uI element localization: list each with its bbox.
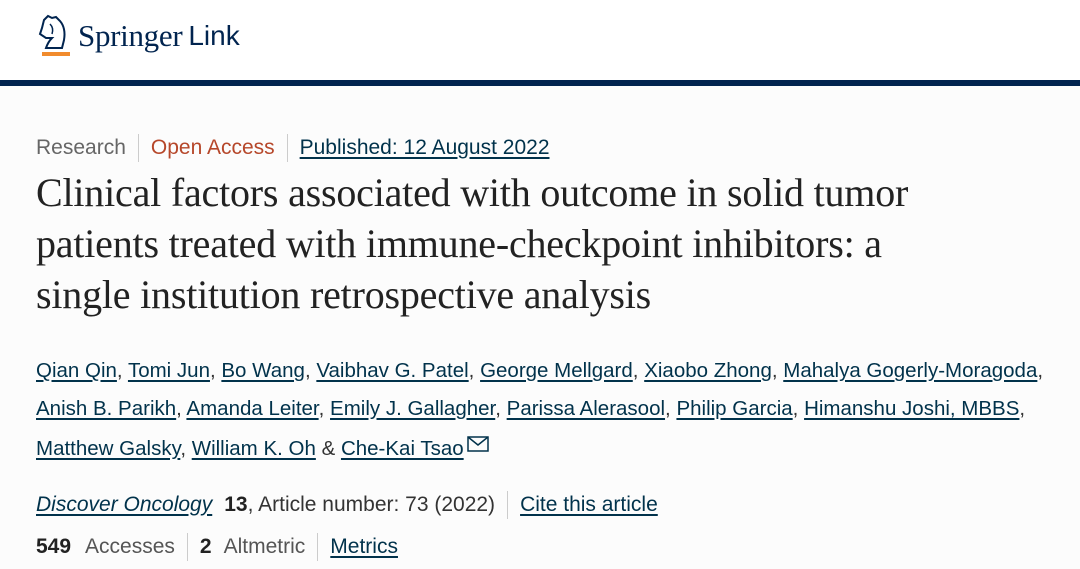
author-link[interactable]: Che-Kai Tsao bbox=[340, 437, 464, 460]
author-link[interactable]: Parissa Alerasool bbox=[506, 396, 666, 420]
author-separator: , bbox=[209, 359, 222, 382]
author-link[interactable]: Amanda Leiter bbox=[186, 396, 319, 420]
email-icon[interactable] bbox=[466, 427, 489, 465]
journal-name: Discover Oncology bbox=[36, 492, 213, 516]
divider bbox=[286, 134, 288, 162]
open-access-label: Open Access bbox=[150, 136, 275, 159]
author-separator: , bbox=[1037, 359, 1044, 382]
author-separator: , bbox=[304, 359, 317, 382]
title-line: Clinical factors associated with outcome… bbox=[36, 170, 909, 215]
volume-info: 13, Article number: 73 (2022) bbox=[224, 493, 495, 517]
author-link[interactable]: Vaibhav G. Patel bbox=[316, 359, 469, 382]
author-link[interactable]: William K. Oh bbox=[191, 437, 316, 460]
journal-link[interactable]: Discover Oncology bbox=[36, 493, 212, 517]
author-link[interactable]: Emily J. Gallagher bbox=[330, 396, 496, 420]
logo-text: Springer bbox=[78, 18, 183, 53]
horse-head-logo-icon bbox=[38, 14, 70, 56]
springer-link-logo[interactable]: Springer Link bbox=[36, 14, 240, 58]
cite-article-link[interactable]: Cite this article bbox=[520, 492, 658, 516]
accesses-label: Accesses bbox=[85, 534, 175, 558]
article-type: Research bbox=[36, 136, 126, 159]
divider bbox=[186, 532, 188, 561]
article-header: Research Open Access Published: 12 Augus… bbox=[0, 133, 1080, 563]
accesses-count: 549 bbox=[36, 534, 72, 558]
article-title: Clinical factors associated with outcome… bbox=[36, 167, 1044, 320]
author-separator: , bbox=[771, 359, 784, 382]
title-line: patients treated with immune-checkpoint … bbox=[36, 221, 882, 266]
journal-info: Discover Oncology 13, Article number: 73… bbox=[36, 488, 1044, 522]
author-link[interactable]: Bo Wang bbox=[221, 359, 305, 382]
volume-number: 13 bbox=[224, 492, 248, 516]
author-link[interactable]: Anish B. Parikh bbox=[36, 396, 177, 420]
author-separator: , bbox=[176, 396, 187, 420]
author-list: Qian Qin, Tomi Jun, Bo Wang, Vaibhav G. … bbox=[36, 352, 1044, 468]
author-link[interactable]: Tomi Jun bbox=[127, 359, 210, 382]
metrics-link[interactable]: Metrics bbox=[330, 534, 398, 558]
author-separator: , bbox=[632, 359, 645, 382]
author-separator: , bbox=[665, 396, 677, 420]
author-link[interactable]: Mahalya Gogerly-Moragoda bbox=[783, 359, 1038, 382]
logo-suffix: Link bbox=[188, 20, 240, 51]
author-link[interactable]: Xiaobo Zhong bbox=[644, 359, 772, 382]
author-link[interactable]: Matthew Galsky bbox=[36, 437, 181, 460]
author-separator: & bbox=[315, 437, 341, 460]
article-meta: Research Open Access Published: 12 Augus… bbox=[36, 133, 1044, 163]
author-link[interactable]: Philip Garcia bbox=[676, 396, 793, 420]
author-separator: , bbox=[792, 396, 805, 420]
author-separator: , bbox=[495, 396, 507, 420]
author-link[interactable]: Qian Qin bbox=[36, 359, 117, 382]
author-separator: , bbox=[180, 437, 192, 460]
author-separator: , bbox=[1019, 396, 1026, 420]
title-line: single institution retrospective analysi… bbox=[36, 272, 652, 317]
altmetric-label: Altmetric bbox=[223, 534, 306, 558]
article-number: , Article number: 73 (2022) bbox=[247, 492, 496, 516]
author-separator: , bbox=[468, 359, 481, 382]
divider bbox=[137, 134, 139, 162]
author-link[interactable]: George Mellgard bbox=[480, 359, 633, 382]
author-link[interactable]: Himanshu Joshi, MBBS bbox=[804, 396, 1020, 420]
divider bbox=[507, 490, 509, 519]
altmetric-count: 2 bbox=[199, 534, 212, 558]
author-separator: , bbox=[318, 396, 331, 420]
divider bbox=[317, 532, 319, 561]
published-date-link[interactable]: Published: 12 August 2022 bbox=[299, 136, 550, 159]
article-metrics: 549 Accesses 2 Altmetric Metrics bbox=[36, 531, 1044, 563]
site-header: Springer Link bbox=[0, 0, 1080, 86]
author-separator: , bbox=[116, 359, 128, 382]
